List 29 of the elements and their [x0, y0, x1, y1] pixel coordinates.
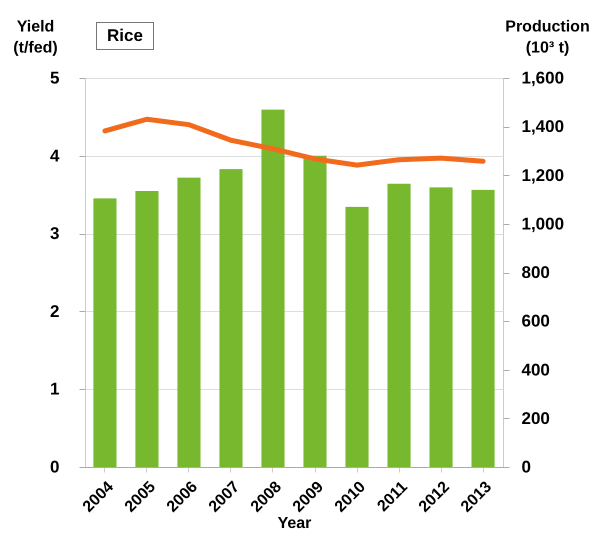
y2-tick-label: 1,400	[522, 117, 564, 136]
y2-tick-label: 1,600	[522, 68, 564, 88]
bar	[471, 190, 495, 467]
bar	[303, 156, 327, 467]
bar	[261, 110, 285, 467]
y-tick-label: 3	[50, 224, 60, 244]
bar	[387, 184, 411, 467]
y-tick-label: 2	[50, 302, 60, 321]
bar	[345, 206, 369, 467]
y2-tick-label: 1,200	[522, 166, 564, 185]
y2-tick-label: 800	[522, 263, 550, 282]
y2-tick-label: 600	[522, 312, 550, 331]
bar	[93, 198, 117, 467]
chart-title: Rice	[96, 22, 154, 50]
bar	[177, 178, 201, 467]
y2-axis-title: Production (10³ t)	[505, 18, 590, 56]
y-tick-label: 4	[50, 146, 60, 166]
y2-tick-label: 200	[522, 408, 550, 428]
y2-tick-label: 0	[522, 458, 531, 476]
bar	[429, 187, 453, 467]
y-tick-label: 1	[50, 380, 60, 399]
y2-tick-label: 1,000	[522, 214, 564, 234]
x-axis-title: Year	[278, 514, 312, 532]
y2-tick-label: 400	[522, 360, 550, 380]
y-tick-label: 5	[50, 68, 60, 88]
bar	[219, 169, 243, 467]
bar	[135, 191, 159, 467]
y-axis-title: Yield (t/fed)	[13, 18, 58, 56]
y-tick-label: 0	[50, 458, 60, 476]
